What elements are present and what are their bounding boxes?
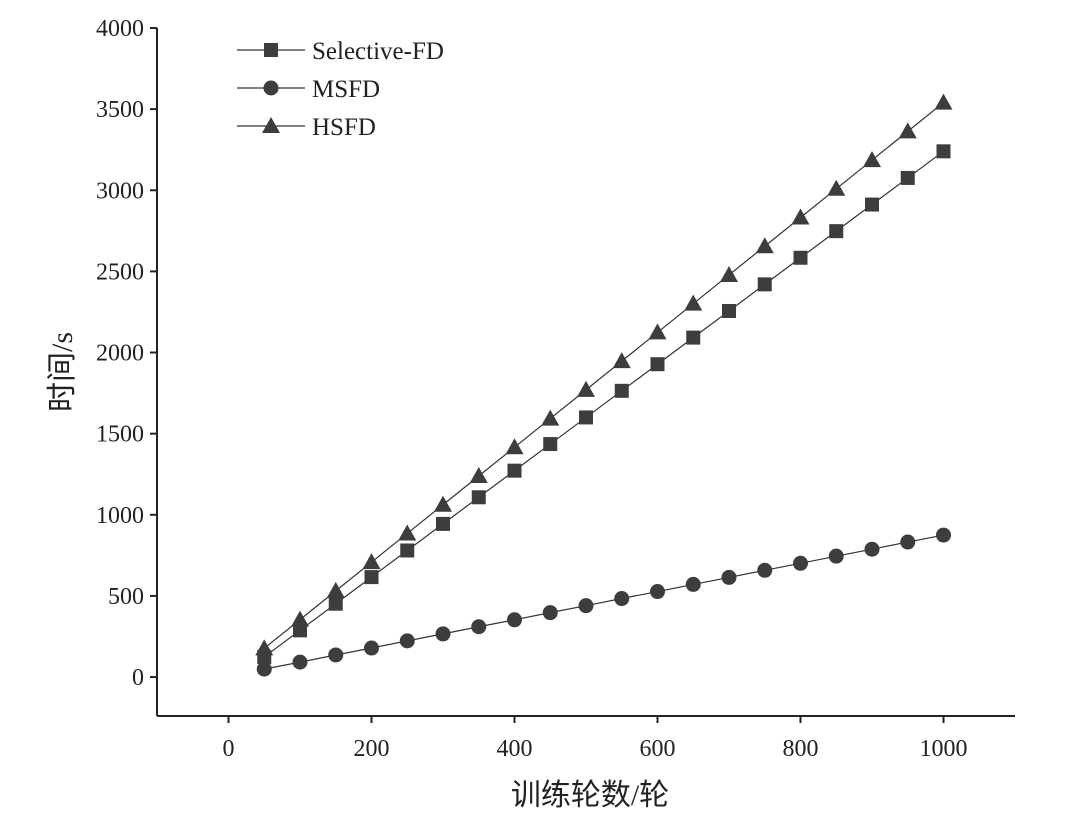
y-tick-label: 1500 [96,422,144,448]
y-tick-label: 1000 [96,503,144,529]
data-point-selective-fd [614,383,629,398]
data-point-hsfd [755,237,774,254]
data-point-msfd [650,584,665,600]
data-point-selective-fd [686,330,701,345]
data-point-msfd [542,605,558,621]
data-point-selective-fd [471,490,486,505]
data-point-hsfd [720,265,738,282]
series-selective-fd [257,144,951,664]
data-point-msfd [721,569,737,585]
y-tick-label: 4000 [96,16,144,42]
data-point-selective-fd [507,463,522,478]
axes: 0 500 1000 1500 2000 2500 3000 3500 4000 0 200 400 6… [96,16,1015,762]
data-point-hsfd [291,610,309,627]
data-point-selective-fd [793,250,808,265]
data-point-selective-fd [829,224,844,239]
data-point-selective-fd [722,303,736,318]
y-tick-label: 2500 [96,259,144,285]
legend-label: Selective-FD [312,38,444,65]
data-point-selective-fd [900,170,915,185]
data-point-msfd [507,612,522,628]
data-point-selective-fd [865,197,879,212]
data-point-msfd [578,598,594,614]
data-point-hsfd [362,553,381,570]
x-tick-label: 1000 [920,736,968,762]
x-tick-label: 200 [354,736,390,762]
data-point-selective-fd [400,543,415,558]
legend-label: MSFD [312,76,380,103]
data-point-hsfd [326,581,345,598]
legend-item-hsfd: HSFD [237,114,376,141]
legend-marker [263,80,279,96]
y-tick-label: 2000 [96,341,144,367]
data-point-msfd [864,541,880,557]
x-tick-label: 400 [497,736,533,762]
x-tick-label: 0 [223,736,235,762]
data-point-selective-fd [543,437,558,452]
data-point-selective-fd [757,277,772,292]
legend: Selective-FD MSFD HSFD [237,38,444,141]
data-point-hsfd [863,151,881,168]
data-point-msfd [399,633,415,649]
data-point-hsfd [577,380,595,397]
x-tick-label: 600 [640,736,676,762]
data-point-hsfd [791,208,810,225]
data-point-selective-fd [936,144,951,159]
y-tick-label: 3000 [96,178,144,204]
y-tick-label: 500 [108,584,144,610]
data-point-hsfd [255,639,274,656]
data-point-hsfd [469,467,488,484]
data-point-hsfd [648,323,667,340]
data-point-selective-fd [293,623,307,638]
legend-item-selective-fd: Selective-FD [237,38,444,65]
data-point-msfd [936,527,951,543]
x-tick-label: 800 [783,736,819,762]
data-point-hsfd [898,122,917,139]
legend-label: HSFD [312,114,376,141]
series-group [255,93,953,677]
data-point-msfd [471,619,487,635]
data-point-hsfd [505,438,524,455]
data-point-selective-fd [328,596,343,611]
data-point-hsfd [398,524,417,541]
data-point-msfd [900,534,916,550]
series-hsfd [255,93,953,656]
data-point-selective-fd [579,410,593,425]
data-point-msfd [292,654,308,670]
y-tick-label: 3500 [96,97,144,123]
data-point-msfd [793,555,808,571]
x-axis-label: 训练轮数/轮 [511,779,669,812]
series-msfd [256,527,951,677]
legend-marker [262,117,280,133]
data-point-msfd [685,576,701,592]
data-point-selective-fd [650,357,665,372]
data-point-msfd [256,661,272,677]
data-point-hsfd [827,179,846,196]
data-point-hsfd [541,409,560,426]
y-tick-label: 0 [132,665,144,691]
legend-item-msfd: MSFD [237,76,380,103]
data-point-selective-fd [436,516,450,531]
legend-marker [264,43,278,57]
data-point-selective-fd [364,570,379,585]
data-point-msfd [757,562,773,578]
data-point-hsfd [612,352,631,369]
data-point-msfd [435,626,451,642]
data-point-msfd [828,548,844,564]
data-point-hsfd [934,93,953,110]
data-point-msfd [364,640,379,656]
data-point-hsfd [684,294,703,311]
data-point-msfd [328,647,344,663]
data-point-hsfd [434,495,452,512]
data-point-msfd [614,591,630,607]
y-axis-label: 时间/s [46,332,79,412]
